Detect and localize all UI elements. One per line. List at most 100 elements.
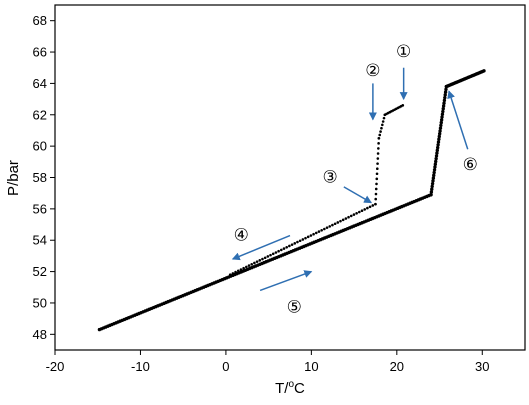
data-point <box>290 243 294 246</box>
data-point <box>430 181 435 186</box>
data-point <box>282 247 286 250</box>
data-point <box>375 177 379 181</box>
data-point <box>247 264 251 267</box>
data-point <box>382 116 386 120</box>
data-point <box>269 253 272 257</box>
data-point <box>375 182 378 186</box>
data-point <box>355 212 358 215</box>
data-point <box>432 173 436 178</box>
y-tick-label: 64 <box>33 76 47 91</box>
data-point <box>236 269 240 273</box>
data-point <box>325 226 329 229</box>
data-point <box>436 140 441 144</box>
data-point <box>431 179 435 183</box>
data-point <box>441 104 446 108</box>
x-tick-label: 10 <box>304 359 318 374</box>
data-point <box>363 208 366 211</box>
data-point <box>434 154 439 158</box>
data-point <box>323 227 326 231</box>
data-point <box>375 172 379 176</box>
data-point <box>242 266 245 270</box>
data-point <box>482 69 486 73</box>
annotation-arrow <box>447 90 469 150</box>
data-point <box>360 209 364 212</box>
data-point <box>377 137 381 140</box>
data-point <box>255 260 259 263</box>
data-point <box>439 118 444 122</box>
data-point <box>317 230 321 233</box>
data-point <box>314 231 318 235</box>
data-point <box>250 262 253 266</box>
data-point <box>263 256 267 260</box>
data-point <box>377 142 380 145</box>
data-point <box>320 229 323 232</box>
data-point <box>228 273 232 277</box>
data-point <box>366 206 369 210</box>
data-point <box>376 167 379 170</box>
data-point <box>333 222 337 226</box>
data-point <box>432 168 437 172</box>
x-axis-ticks: -20 -10 0 10 20 30 <box>46 350 490 374</box>
data-point <box>285 245 288 249</box>
y-tick-label: 50 <box>33 295 47 310</box>
data-point <box>245 265 248 269</box>
data-point <box>306 235 310 239</box>
data-point <box>376 157 380 160</box>
data-point <box>430 187 434 191</box>
data-point <box>433 165 437 169</box>
data-point <box>378 133 382 137</box>
y-tick-label: 58 <box>33 170 47 185</box>
data-point <box>371 204 375 207</box>
data-points <box>97 69 486 332</box>
data-point <box>437 132 442 136</box>
data-point <box>266 255 270 258</box>
data-point <box>271 252 275 256</box>
y-axis-title: P/bar <box>5 160 22 196</box>
annotation-5: ⑤ <box>259 270 313 318</box>
annotation-1: ① <box>396 42 411 101</box>
data-point <box>435 151 439 155</box>
x-tick-label: 20 <box>390 359 404 374</box>
data-point <box>380 126 383 130</box>
data-point <box>274 251 278 254</box>
data-point <box>437 134 441 139</box>
x-tick-label: 0 <box>222 359 229 374</box>
y-tick-label: 62 <box>33 107 47 122</box>
data-point <box>431 176 436 180</box>
data-point <box>444 87 448 92</box>
data-point <box>344 217 348 220</box>
data-point <box>434 156 438 161</box>
annotation-4: ④ <box>231 226 291 261</box>
annotation-arrow <box>259 270 313 292</box>
data-point <box>381 120 385 123</box>
y-tick-label: 48 <box>33 327 47 342</box>
annotation-label: ⑤ <box>287 298 302 318</box>
data-point <box>352 213 356 216</box>
data-point <box>280 248 283 252</box>
x-axis-title-main: T/ <box>275 380 289 397</box>
data-point <box>288 244 291 248</box>
data-point <box>442 98 447 103</box>
data-point <box>312 232 315 236</box>
annotation-arrow <box>343 186 373 204</box>
annotation-label: ③ <box>323 168 338 188</box>
y-tick-label: 60 <box>33 139 47 154</box>
data-point <box>438 129 442 133</box>
data-point <box>368 205 372 209</box>
data-point <box>436 143 440 147</box>
data-point <box>435 148 440 153</box>
annotation-label: ④ <box>234 226 249 246</box>
data-point <box>239 268 243 271</box>
data-point <box>231 272 235 275</box>
data-point <box>443 93 447 97</box>
data-point <box>439 120 443 125</box>
annotation-2: ② <box>365 61 381 121</box>
data-point <box>309 234 313 237</box>
data-point <box>328 225 332 228</box>
data-point <box>298 239 302 243</box>
data-point <box>339 219 342 223</box>
data-point <box>301 238 305 241</box>
y-tick-label: 66 <box>33 45 47 60</box>
x-tick-label: -20 <box>46 359 65 374</box>
